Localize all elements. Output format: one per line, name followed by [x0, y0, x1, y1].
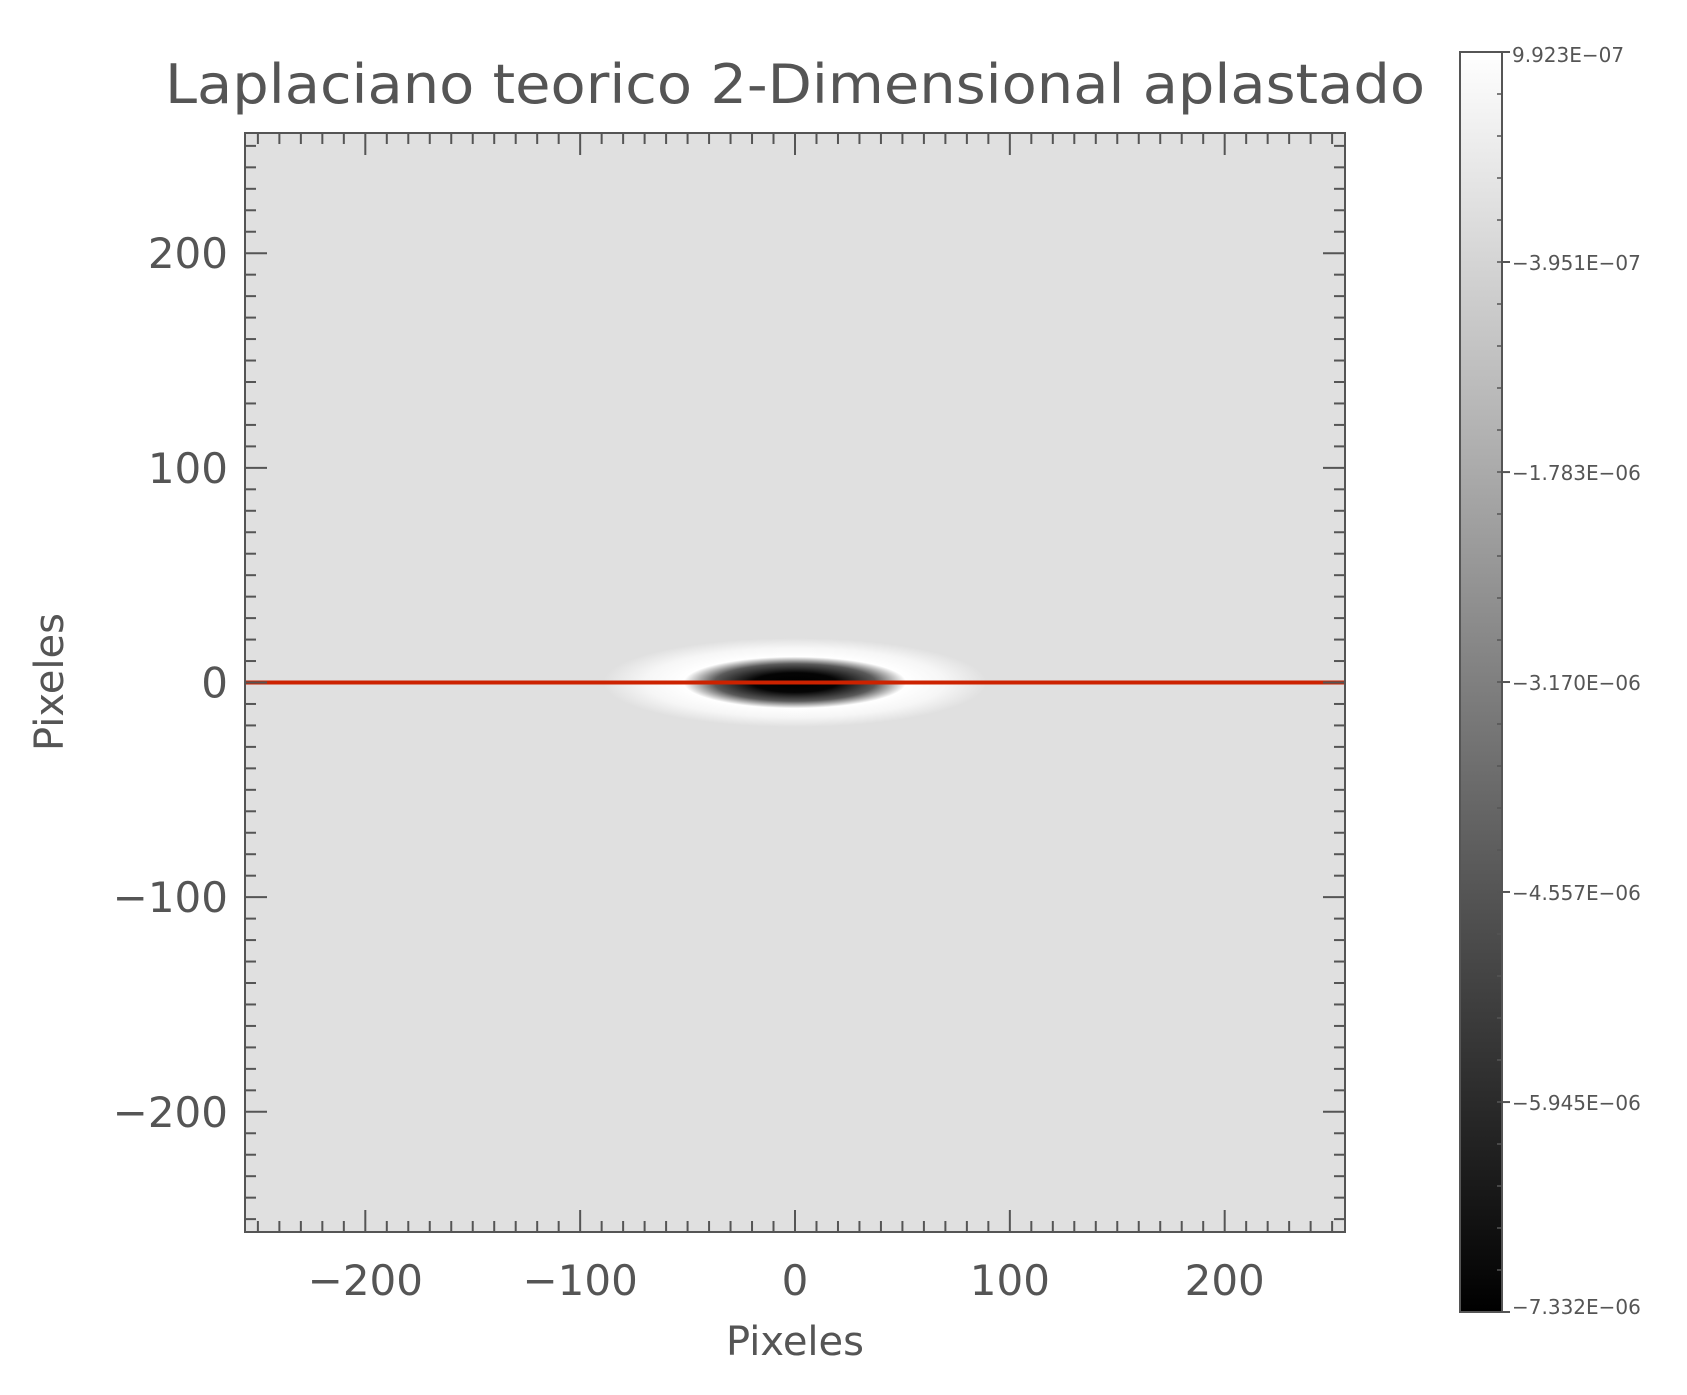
y-axis-label: Pixeles [27, 613, 73, 751]
colorbar-tick-label: −5.945E−06 [1512, 1091, 1641, 1115]
x-tick-label: −200 [308, 1256, 423, 1305]
y-tick-label: −100 [113, 873, 228, 922]
colorbar-tick-label: 9.923E−07 [1512, 43, 1624, 67]
y-tick-label: 100 [148, 444, 228, 493]
colorbar: 9.923E−07 −3.951E−07 −1.783E−06 −3.170E−06 −… [1459, 43, 1641, 1319]
y-tick-label: 200 [148, 229, 228, 278]
colorbar-tick-label: −7.332E−06 [1512, 1295, 1641, 1319]
x-tick-label: −100 [522, 1256, 637, 1305]
colorbar-tick-label: −3.951E−07 [1512, 251, 1641, 275]
colorbar-tick-label: −3.170E−06 [1512, 671, 1641, 695]
x-tick-labels: −200 −100 0 100 200 [308, 1256, 1265, 1305]
colorbar-gradient-bar [1459, 51, 1503, 1313]
chart-title: Laplaciano teorico 2-Dimensional aplasta… [165, 53, 1425, 116]
y-tick-labels: −200 −100 0 100 200 [113, 229, 228, 1137]
x-tick-label: 200 [1185, 1256, 1265, 1305]
colorbar-tick-label: −4.557E−06 [1512, 881, 1641, 905]
x-axis-label: Pixeles [726, 1319, 864, 1365]
colorbar-tick-label: −1.783E−06 [1512, 461, 1641, 485]
plot-area [244, 132, 1346, 1233]
x-tick-label: 0 [782, 1256, 809, 1305]
y-tick-label: −200 [113, 1088, 228, 1137]
y-tick-label: 0 [201, 659, 228, 708]
x-tick-label: 100 [970, 1256, 1050, 1305]
